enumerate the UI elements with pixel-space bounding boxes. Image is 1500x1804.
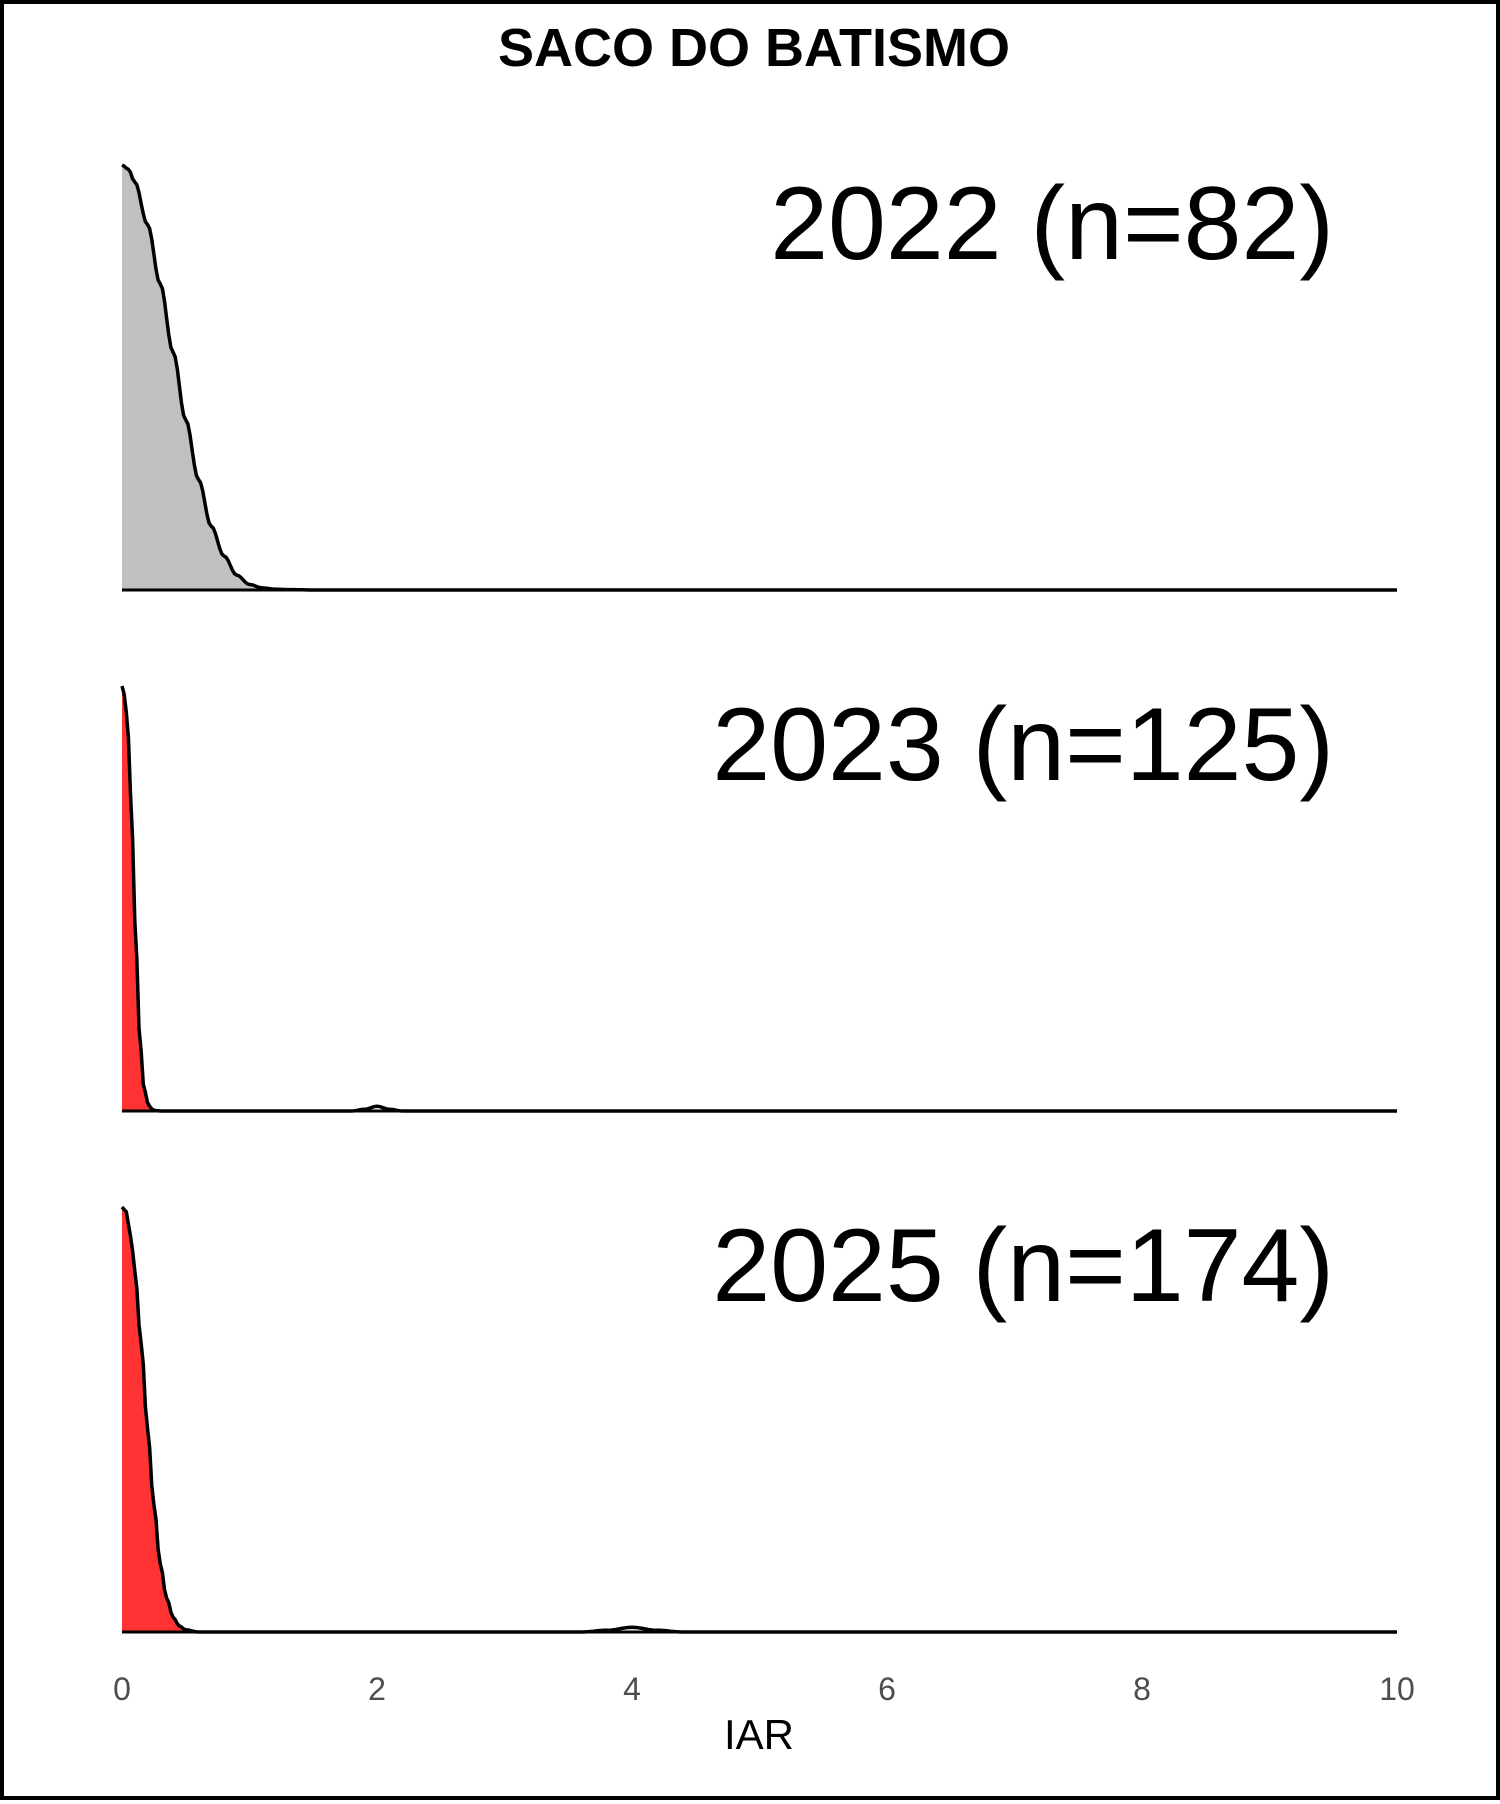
x-tick-label: 6 — [878, 1671, 896, 1707]
x-tick-label: 2 — [368, 1671, 386, 1707]
density-fill — [122, 686, 154, 1111]
x-axis: 0 2 4 6 8 10 — [113, 1671, 1415, 1707]
panel-label: 2025 (n=174) — [712, 1208, 1334, 1324]
panel-label: 2023 (n=125) — [712, 687, 1334, 803]
density-fill — [122, 1207, 186, 1632]
density-panel: 2023 (n=125) — [120, 685, 1397, 1113]
panel-label: 2022 (n=82) — [770, 166, 1334, 282]
x-tick-label: 10 — [1379, 1671, 1415, 1707]
density-fill — [122, 165, 288, 590]
x-tick-label: 0 — [113, 1671, 131, 1707]
x-axis-title: IAR — [724, 1711, 794, 1758]
x-tick-label: 4 — [623, 1671, 641, 1707]
chart-title: SACO DO BATISMO — [498, 18, 1010, 78]
density-panel: 2022 (n=82) — [121, 163, 1397, 592]
density-chart: SACO DO BATISMO 2022 (n=82)2023 (n=125)2… — [113, 18, 1415, 1758]
x-tick-label: 8 — [1133, 1671, 1151, 1707]
density-panels: 2022 (n=82) 2023 (n=125) 2025 (n=174) — [120, 163, 1397, 1634]
density-panel: 2025 (n=174) — [120, 1205, 1397, 1634]
